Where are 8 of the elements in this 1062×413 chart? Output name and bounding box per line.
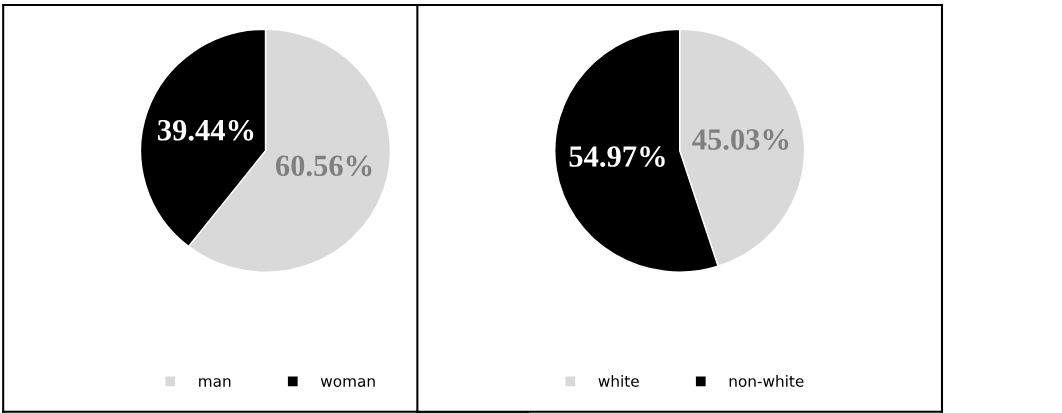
data-label: 39.44% [157,119,254,141]
legend-label: woman [320,378,375,387]
data-label: 54.97% [569,146,665,167]
legend-label: white [598,375,639,387]
legend-label: man [199,378,231,387]
data-label: 60.56% [275,155,372,177]
legend-label: non-white [729,375,804,387]
data-label: 45.03% [692,129,789,150]
